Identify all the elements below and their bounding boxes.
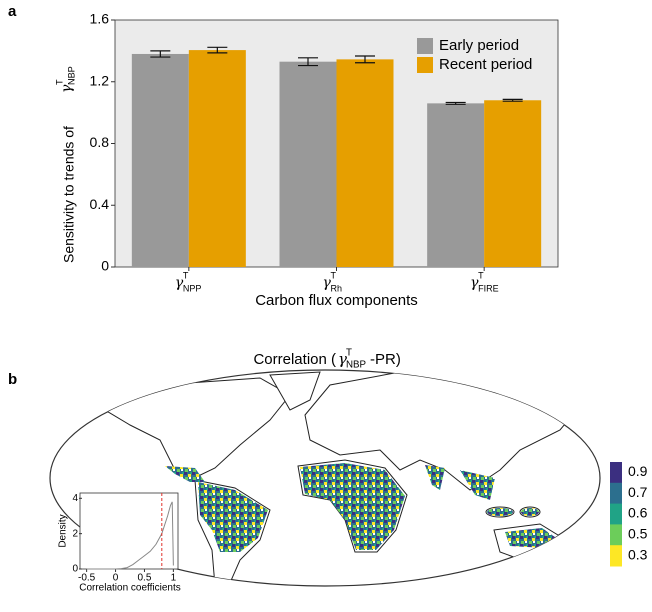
x-tick-label: NPP: [183, 283, 202, 293]
y-tick-label: 0: [72, 564, 78, 575]
category-symbol: γ: [470, 275, 479, 291]
panel-label: a: [8, 3, 17, 20]
bar: [484, 100, 542, 268]
error-bar: [355, 55, 375, 64]
bar: [131, 53, 189, 268]
category-superscript: T: [183, 270, 189, 280]
y-axis-label-text: Sensitivity to trends of: [61, 126, 77, 263]
legend-swatch: [417, 57, 433, 73]
panel-label: b: [8, 371, 17, 388]
superscript: T: [54, 79, 64, 85]
error-bar: [445, 101, 466, 105]
legend-swatch: [417, 38, 433, 54]
colorbar-tick-label: 0.7: [628, 484, 648, 500]
world-map: [49, 369, 601, 587]
density-line: [86, 501, 174, 570]
subscript: NBP: [66, 66, 76, 85]
colorbar-segment: [610, 524, 622, 546]
x-axis-label: Correlation coefficients: [79, 583, 181, 594]
y-tick-label: 0.8: [90, 134, 110, 150]
error-bar: [207, 46, 228, 54]
y-tick-label: 0.4: [90, 196, 110, 212]
error-bar: [150, 50, 171, 58]
legend-label: Recent period: [439, 56, 532, 73]
category-superscript: T: [478, 270, 484, 280]
y-tick-label: 1.2: [90, 72, 110, 88]
colorbar-tick-label: 0.6: [628, 505, 648, 521]
y-tick-label: 2: [72, 528, 78, 539]
bar: [427, 103, 485, 267]
superscript: T: [346, 348, 352, 359]
map-title: Correlation (: [253, 351, 336, 368]
colorbar-segment: [610, 503, 622, 525]
colorbar-tick-label: 0.3: [628, 546, 648, 562]
subscript: NBP: [346, 360, 366, 371]
category-symbol: γ: [323, 275, 332, 291]
x-tick-label: 0: [113, 573, 119, 584]
bar: [336, 59, 394, 267]
x-tick-label: 1: [171, 573, 177, 584]
x-tick-label: Rh: [331, 283, 343, 293]
colorbar-tick-label: 0.5: [628, 526, 648, 542]
y-tick-label: 1.6: [90, 11, 110, 27]
x-tick-label: 0.5: [138, 573, 152, 584]
colorbar-segment: [610, 462, 622, 484]
y-axis-label: Sensitivity to trends of γT NBP: [54, 66, 76, 263]
y-tick-label: 0: [101, 258, 109, 274]
map-title-end: -PR): [370, 351, 401, 368]
bar: [188, 50, 246, 268]
symbol: γ: [338, 350, 347, 368]
category-symbol: γ: [175, 275, 184, 291]
colorbar-tick-label: 0.9: [628, 463, 648, 479]
x-tick-label: -0.5: [78, 573, 96, 584]
colorbar-segment: [610, 482, 622, 505]
colorbar-segment: [610, 545, 622, 567]
symbol: γ: [59, 84, 75, 93]
category-superscript: T: [331, 270, 337, 280]
error-bar: [298, 57, 318, 67]
legend-label: Early period: [439, 37, 519, 54]
y-tick-label: 4: [72, 493, 78, 504]
x-axis-label: Carbon flux components: [255, 292, 418, 309]
bar: [279, 61, 337, 268]
x-tick-label: FIRE: [478, 283, 499, 293]
error-bar: [502, 98, 523, 102]
y-axis-label: Density: [58, 514, 69, 547]
